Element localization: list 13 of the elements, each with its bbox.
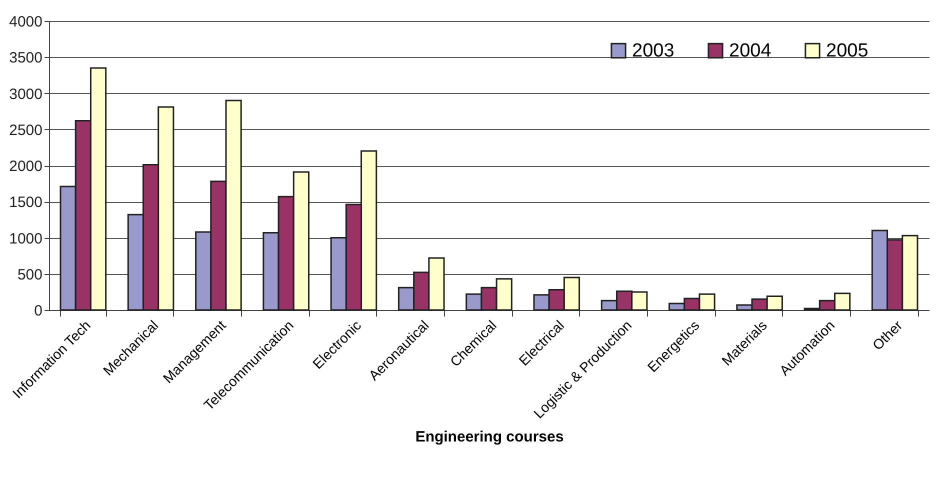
y-tick-label: 500 (17, 266, 42, 284)
legend-label: 2004 (729, 40, 772, 62)
y-tick-label: 2500 (9, 122, 42, 139)
y-tick-label: 1000 (9, 230, 42, 248)
y-tick-label: 2000 (9, 158, 42, 175)
y-tick-label: 0 (34, 302, 42, 320)
y-tick-label: 4000 (9, 14, 42, 30)
y-tick-label: 3500 (9, 50, 42, 67)
y-tick-label: 3000 (9, 86, 42, 103)
x-axis-title: Engineering courses (415, 428, 564, 446)
legend-label: 2003 (632, 40, 674, 62)
legend-label: 2005 (826, 40, 868, 62)
y-tick-label: 1500 (9, 194, 42, 212)
